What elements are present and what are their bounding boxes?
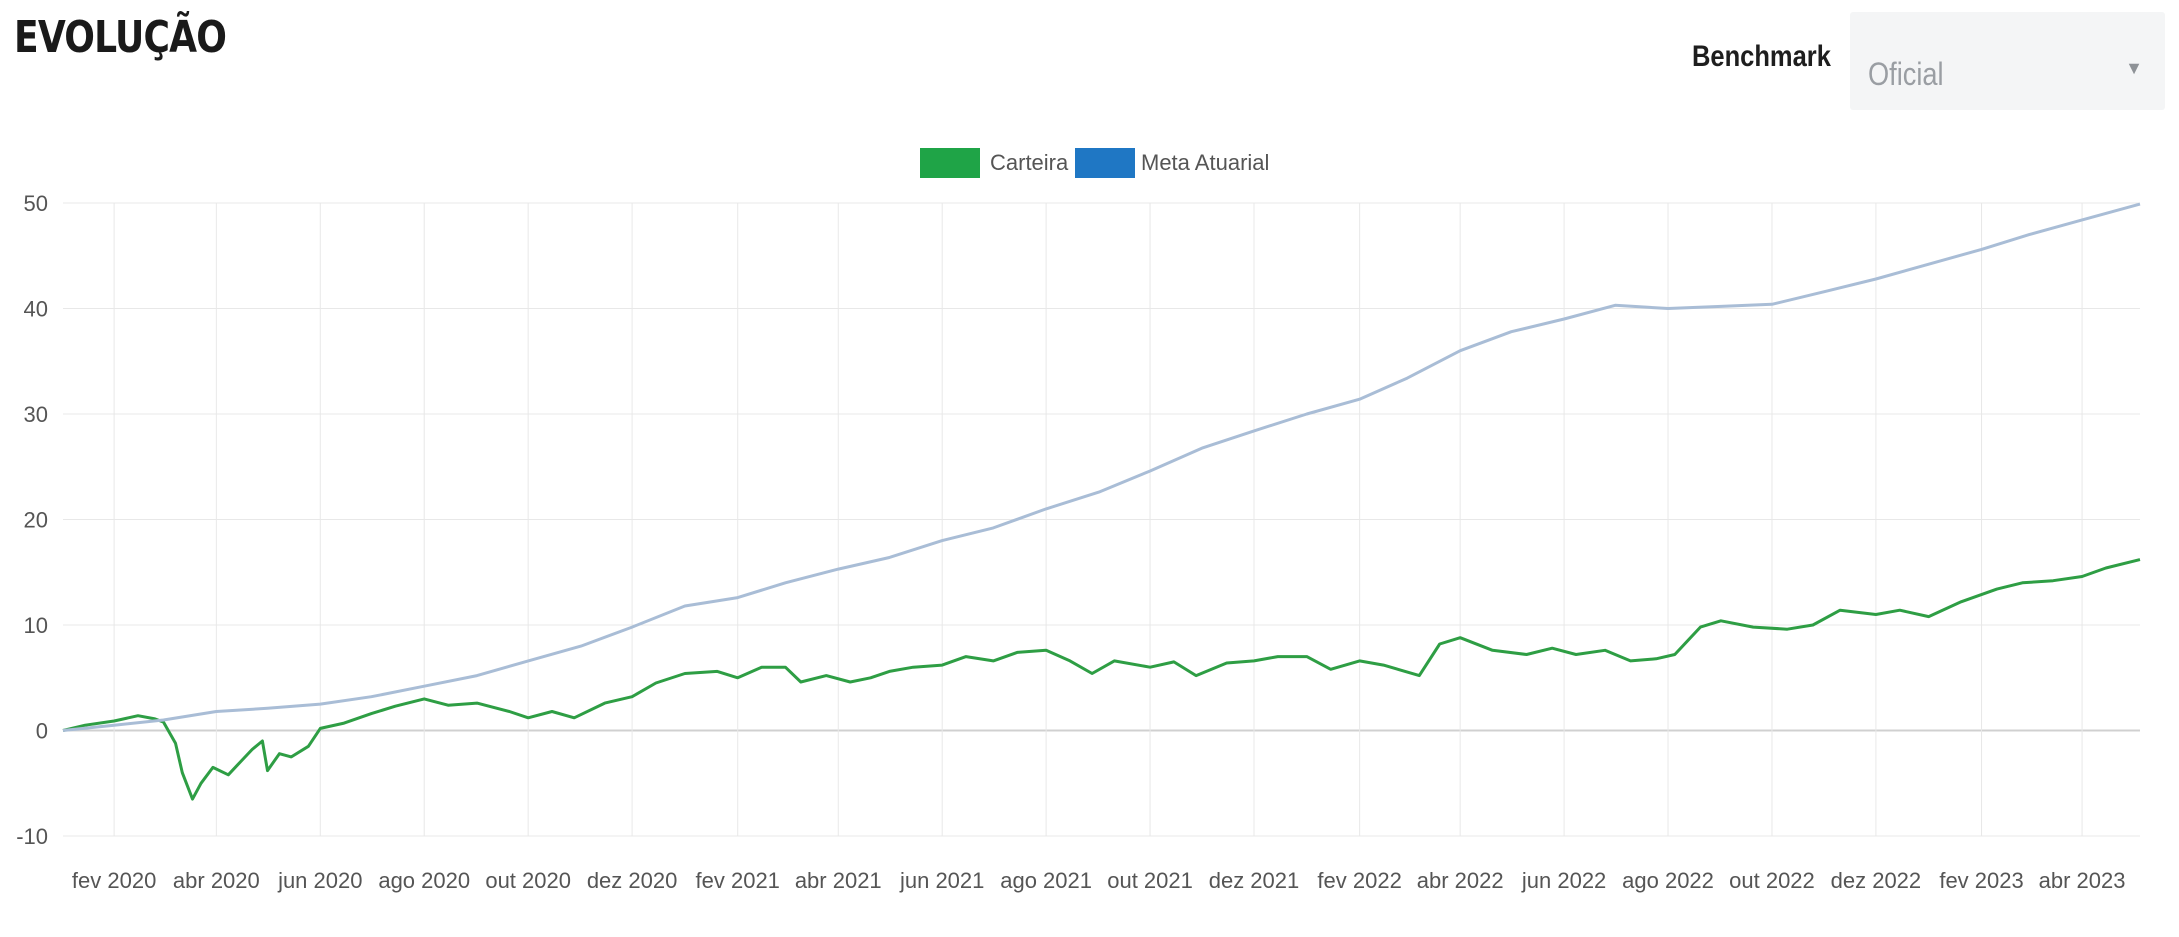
- x-tick-label: out 2022: [1729, 868, 1815, 893]
- x-tick-label: fev 2020: [72, 868, 156, 893]
- y-tick-label: 10: [24, 613, 48, 638]
- x-tick-label: out 2021: [1107, 868, 1193, 893]
- x-tick-label: dez 2022: [1831, 868, 1922, 893]
- y-tick-label: 40: [24, 297, 48, 322]
- y-tick-label: 20: [24, 508, 48, 533]
- series-line-carteira: [62, 558, 2141, 801]
- x-tick-label: fev 2021: [696, 868, 780, 893]
- legend-swatch-meta-atuarial: [1075, 148, 1135, 178]
- x-tick-label: fev 2023: [1939, 868, 2023, 893]
- benchmark-selected-value: Oficial: [1868, 56, 1944, 92]
- series-line-meta-atuarial: [62, 202, 2141, 732]
- legend-label-carteira: Carteira: [990, 150, 1069, 175]
- x-tick-label: ago 2022: [1622, 868, 1714, 893]
- legend-swatch-carteira: [920, 148, 980, 178]
- caret-down-icon: ▼: [2125, 58, 2143, 78]
- chart-series: [62, 202, 2141, 801]
- chart-legend: Carteira Meta Atuarial: [920, 148, 1269, 178]
- x-tick-label: ago 2021: [1000, 868, 1092, 893]
- benchmark-select[interactable]: Oficial ▼: [1850, 12, 2165, 110]
- chart-grid: [63, 202, 2140, 837]
- x-tick-label: jun 2020: [277, 868, 362, 893]
- x-tick-label: abr 2021: [795, 868, 882, 893]
- x-tick-label: jun 2022: [1521, 868, 1606, 893]
- x-tick-label: abr 2023: [2039, 868, 2126, 893]
- x-tick-label: abr 2020: [173, 868, 260, 893]
- x-tick-label: abr 2022: [1417, 868, 1504, 893]
- x-tick-label: fev 2022: [1317, 868, 1401, 893]
- y-tick-label: 30: [24, 402, 48, 427]
- y-tick-label: 0: [36, 719, 48, 744]
- x-tick-label: dez 2020: [587, 868, 678, 893]
- x-tick-label: out 2020: [485, 868, 571, 893]
- page-title: EVOLUÇÃO: [14, 12, 227, 63]
- y-tick-label: 50: [24, 191, 48, 216]
- y-tick-label: -10: [16, 824, 48, 849]
- x-tick-label: jun 2021: [899, 868, 984, 893]
- x-tick-label: dez 2021: [1209, 868, 1300, 893]
- legend-label-meta-atuarial: Meta Atuarial: [1141, 150, 1269, 175]
- benchmark-label: Benchmark: [1692, 40, 1831, 73]
- chart-axes: 50 40 30 20 10 0 -10 fev 2020 abr 2020 jun 2020 ag…: [16, 191, 2125, 893]
- x-tick-label: ago 2020: [378, 868, 470, 893]
